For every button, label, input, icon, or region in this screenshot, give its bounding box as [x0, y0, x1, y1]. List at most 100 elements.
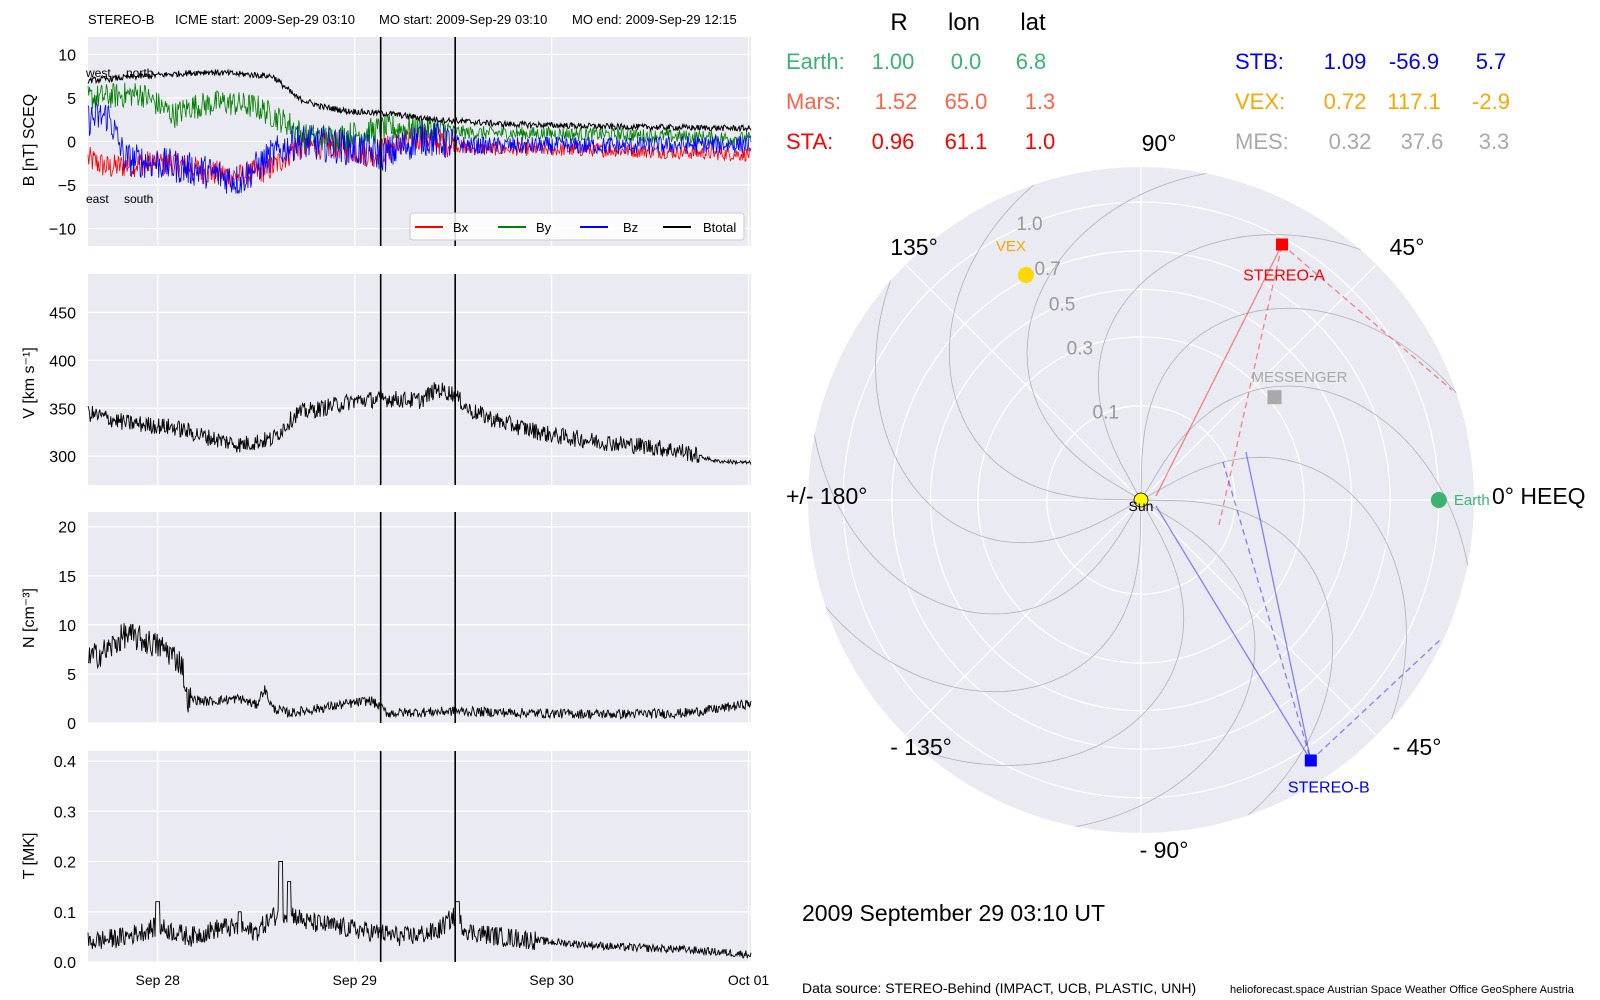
panel-temperature: 0.4 0.3 0.2 0.1 0.0	[54, 751, 752, 972]
series-btotal	[87, 68, 752, 134]
y-tick-label: −5	[58, 178, 76, 195]
angular-grid-line	[905, 264, 1142, 501]
angle-label-90: 90°	[1142, 130, 1177, 156]
row-sta-lon: 61.1	[945, 129, 988, 154]
y-tick-label: 0.4	[54, 754, 76, 771]
row-mes-lon: 37.6	[1401, 129, 1444, 154]
panel-background	[88, 751, 751, 962]
legend: Bx By Bz Btotal	[409, 212, 745, 241]
row-mes-lat: 3.3	[1479, 129, 1510, 154]
vex-marker	[1017, 267, 1034, 284]
angular-grid-line	[905, 499, 1142, 736]
row-mars-lon: 65.0	[945, 89, 988, 114]
radial-tick-label: 0.3	[1067, 339, 1093, 360]
angle-label-45: 45°	[1390, 234, 1425, 260]
y-tick-label: 0	[67, 135, 76, 152]
x-tick-label: Sep 29	[332, 972, 377, 988]
table-header-r: R	[890, 9, 907, 36]
y-tick-label: 450	[49, 305, 76, 322]
stb-link-inner	[1245, 451, 1312, 761]
stereo-a-label: STEREO-A	[1243, 268, 1325, 285]
sta-link-inner	[1218, 244, 1283, 526]
row-sta-lat: 1.0	[1025, 129, 1056, 154]
table-header-lon: lon	[948, 9, 980, 36]
stereo-a-marker	[1276, 238, 1289, 251]
footer-source: Data source: STEREO-Behind (IMPACT, UCB,…	[802, 980, 1196, 996]
y-tick-label: 10	[58, 618, 76, 635]
messenger-label: MESSENGER	[1252, 369, 1348, 386]
y-tick-label: −10	[49, 222, 76, 239]
y-tick-label: 400	[49, 353, 76, 370]
x-tick-label: Sep 30	[529, 972, 574, 988]
row-earth-lat: 6.8	[1016, 49, 1047, 74]
radial-tick-label: 0.7	[1034, 259, 1060, 280]
footer-date: 2009 September 29 03:10 UT	[802, 900, 1105, 926]
angle-label-m135: - 135°	[890, 734, 952, 760]
row-vex-r: 0.72	[1324, 89, 1367, 114]
stb-link-inner-dash	[1222, 461, 1312, 761]
ylabel-n: N [cm⁻³]	[21, 588, 38, 648]
row-mars-lat: 1.3	[1025, 89, 1056, 114]
angle-label-m45: - 45°	[1393, 734, 1442, 760]
footer-credits: helioforecast.space Austrian Space Weath…	[1230, 984, 1575, 996]
panel-density: 20 15 10 5 0	[58, 512, 752, 733]
panel-background	[88, 512, 751, 723]
y-tick-label: 350	[49, 401, 76, 418]
row-mes-r: 0.32	[1329, 129, 1372, 154]
panel-magnetic-field: 10 5 0 −5 −10	[49, 37, 752, 246]
row-earth-r: 1.00	[872, 49, 915, 74]
sun-label: Sun	[1129, 498, 1154, 514]
angle-label-m90: - 90°	[1140, 837, 1189, 863]
earth-label: Earth	[1454, 492, 1490, 509]
row-mes-name: MES:	[1235, 129, 1289, 154]
sun-marker	[1133, 492, 1149, 508]
row-mars-r: 1.52	[875, 89, 918, 114]
header-icme-start: ICME start: 2009-Sep-29 03:10	[175, 12, 355, 27]
radial-tick-label: 0.5	[1049, 295, 1075, 316]
y-tick-label: 10	[58, 47, 76, 64]
legend-by-label: By	[536, 220, 552, 235]
angle-label-0: 0° HEEQ	[1492, 483, 1586, 509]
ylabel-v: V [km s⁻¹]	[21, 347, 38, 419]
y-tick-label: 0.2	[54, 855, 76, 872]
y-tick-label: 0.0	[54, 955, 76, 972]
angular-grid-line	[1140, 499, 1377, 736]
stb-link-sun	[1155, 505, 1312, 761]
row-mars-name: Mars:	[786, 89, 841, 114]
messenger-marker	[1267, 390, 1282, 405]
y-tick-label: 300	[49, 449, 76, 466]
panel-background	[88, 274, 751, 485]
annotation-north: north	[126, 66, 153, 80]
series-temperature	[87, 861, 752, 960]
annotation-west: west	[85, 66, 111, 80]
connection-lines	[1155, 244, 1453, 761]
row-stb-lat: 5.7	[1476, 49, 1507, 74]
row-vex-lon: 117.1	[1387, 89, 1440, 114]
row-earth-name: Earth:	[786, 49, 845, 74]
radial-tick-label: 1.0	[1016, 214, 1042, 235]
header-mo-end: MO end: 2009-Sep-29 12:15	[572, 12, 737, 27]
x-tick-labels: Sep 28 Sep 29 Sep 30 Oct 01	[136, 972, 770, 988]
row-vex-lat: -2.9	[1472, 89, 1510, 114]
x-tick-label: Sep 28	[136, 972, 181, 988]
annotation-east: east	[86, 192, 109, 206]
earth-marker	[1430, 492, 1447, 508]
stereo-b-label: STEREO-B	[1288, 779, 1370, 796]
polar-plot: 0.1 0.3 0.5 0.7 1.0 Sun Earth STEREO-A STEREO-B V…	[808, 167, 1490, 833]
y-tick-label: 5	[67, 667, 76, 684]
header-mo-start: MO start: 2009-Sep-29 03:10	[379, 12, 547, 27]
table-header-lat: lat	[1020, 9, 1046, 36]
legend-btotal-label: Btotal	[703, 220, 736, 235]
sta-link-sun	[1155, 244, 1283, 497]
stereo-b-marker	[1304, 754, 1317, 767]
ylabel-b: B [nT] SCEQ	[21, 94, 38, 186]
series-bz	[87, 102, 752, 194]
series-density	[87, 623, 752, 720]
row-stb-r: 1.09	[1324, 49, 1367, 74]
series-bx	[87, 125, 752, 188]
row-stb-name: STB:	[1235, 49, 1284, 74]
y-tick-label: 5	[67, 91, 76, 108]
y-tick-label: 0	[67, 716, 76, 733]
legend-bx-label: Bx	[453, 220, 469, 235]
series-speed	[87, 382, 752, 466]
